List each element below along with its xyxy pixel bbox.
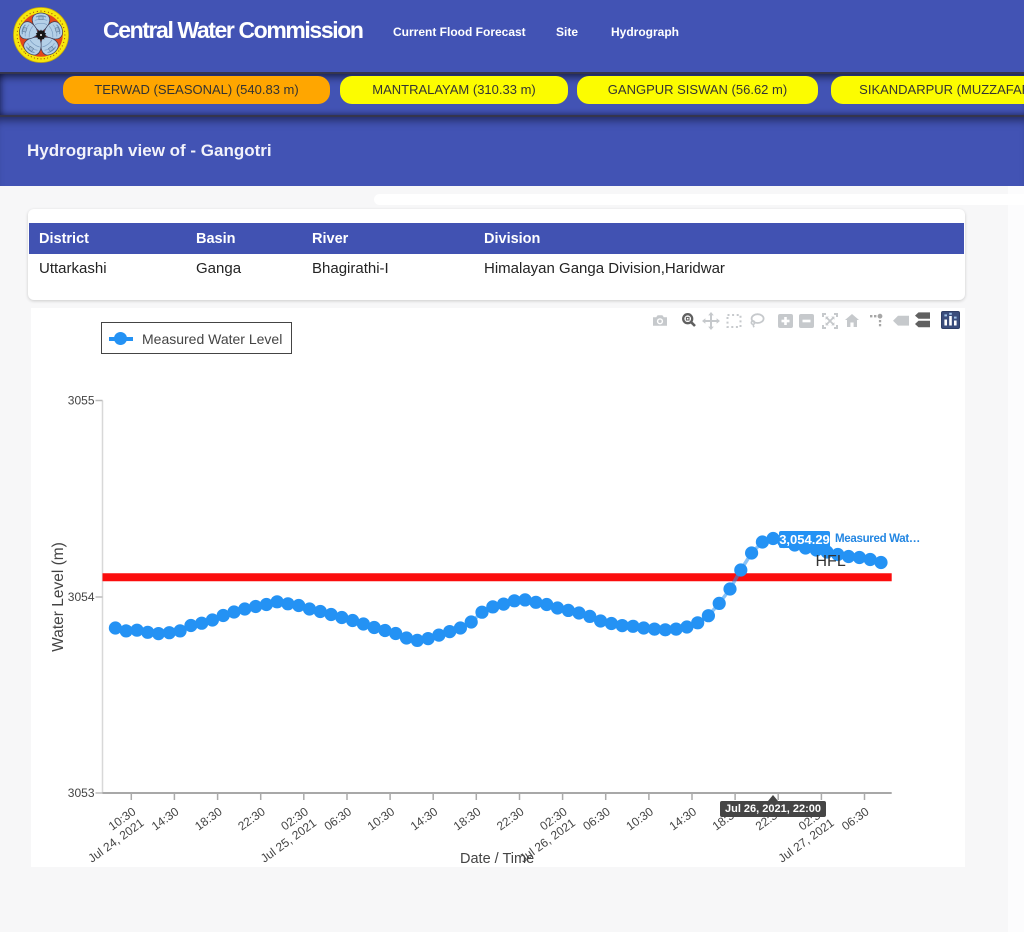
svg-text:Water Level (m): Water Level (m) [50,542,67,652]
svg-text:Date / Time: Date / Time [460,851,534,867]
svg-text:3053: 3053 [68,786,95,800]
svg-text:3054: 3054 [68,590,95,604]
svg-text:HFL: HFL [816,553,846,570]
svg-text:3055: 3055 [68,394,95,408]
